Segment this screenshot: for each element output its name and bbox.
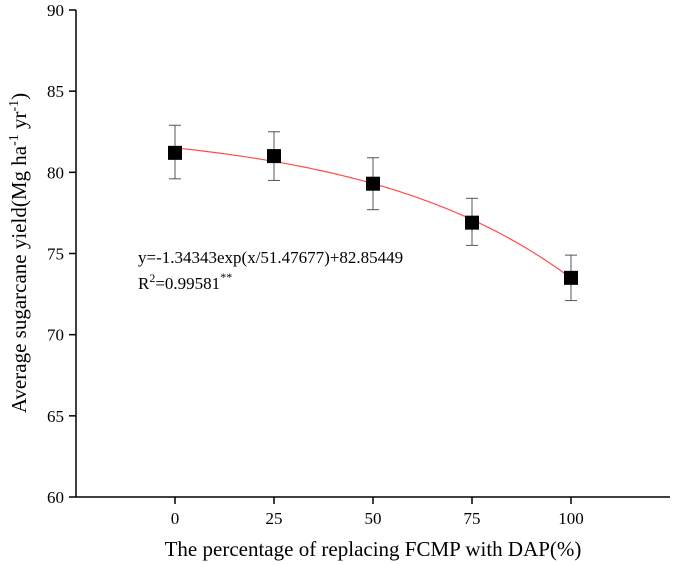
x-tick-label: 50	[365, 509, 382, 528]
y-axis-title-sup1: -1	[7, 134, 22, 146]
y-tick-label: 90	[47, 1, 64, 20]
y-axis-title-mid: yr	[7, 112, 31, 135]
r2-value: =0.99581	[155, 274, 220, 293]
fit-equation: y=-1.34343exp(x/51.47677)+82.85449	[138, 248, 403, 267]
r-squared-label: R2=0.99581**	[138, 270, 232, 293]
data-point-marker	[267, 149, 281, 164]
y-ticks: 60 65 70 75 80 85 90	[47, 1, 76, 507]
x-tick-label: 0	[171, 509, 180, 528]
data-point-marker	[465, 215, 479, 230]
x-tick-label: 75	[464, 509, 481, 528]
r2-prefix: R	[138, 274, 150, 293]
y-tick-label: 70	[47, 326, 64, 345]
y-tick-label: 60	[47, 488, 64, 507]
x-ticks: 0 25 50 75 100	[171, 497, 584, 528]
y-tick-label: 80	[47, 163, 64, 182]
r2-significance: **	[220, 270, 232, 284]
y-tick-label: 65	[47, 407, 64, 426]
y-axis-title-end: )	[7, 93, 31, 100]
data-point-marker	[366, 176, 380, 191]
x-tick-label: 25	[266, 509, 283, 528]
y-tick-label: 75	[47, 245, 64, 264]
y-axis-title: Average sugarcane yield(Mg ha-1 yr-1)	[7, 93, 31, 413]
data-point-marker	[168, 145, 182, 160]
y-tick-label: 85	[47, 82, 64, 101]
y-axis-title-sup2: -1	[7, 100, 22, 112]
data-markers	[168, 145, 578, 285]
data-point-marker	[564, 270, 578, 285]
x-axis-title: The percentage of replacing FCMP with DA…	[165, 537, 582, 561]
y-axis-title-base: Average sugarcane yield(Mg ha	[7, 145, 31, 413]
r2-superscript: 2	[149, 271, 155, 285]
x-tick-label: 100	[558, 509, 584, 528]
